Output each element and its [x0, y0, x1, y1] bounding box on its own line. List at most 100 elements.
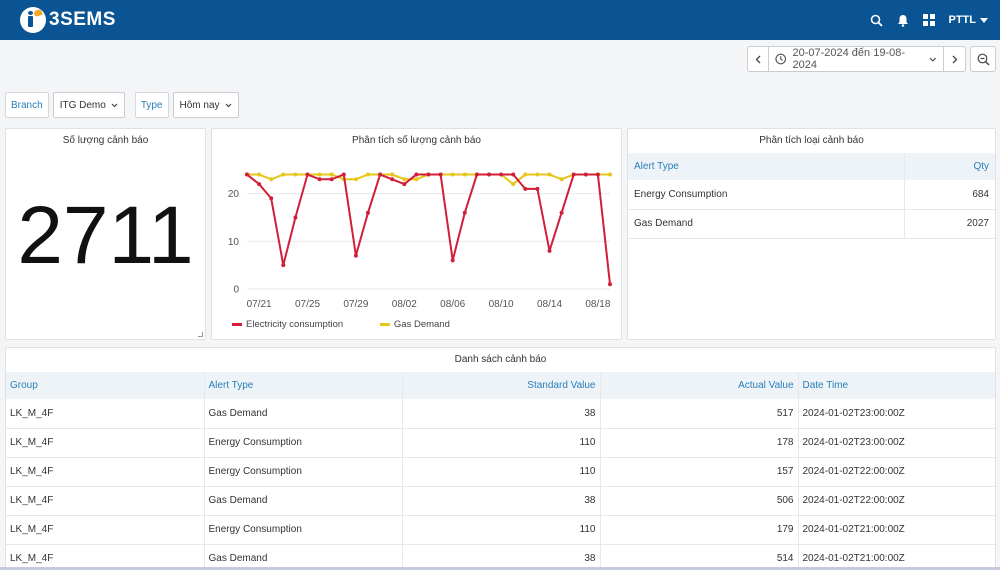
- legend-swatch: [232, 323, 242, 326]
- column-header-standard-value[interactable]: Standard Value: [401, 372, 600, 399]
- data-point: [608, 282, 612, 287]
- data-point: [353, 177, 358, 182]
- x-tick-label: 08/18: [585, 299, 610, 310]
- data-point: [366, 172, 370, 177]
- alert-type-cell: Gas Demand: [203, 486, 402, 516]
- table-row[interactable]: Energy Consumption 684: [628, 180, 995, 210]
- x-tick-label: 08/10: [489, 299, 514, 310]
- table-row[interactable]: Gas Demand 2027: [628, 209, 995, 239]
- qty-cell: 2027: [903, 209, 995, 239]
- user-name: PTTL: [948, 14, 977, 26]
- x-tick-label: 08/14: [537, 299, 562, 310]
- bell-icon[interactable]: [897, 14, 909, 27]
- legend-label: Electricity consumption: [246, 319, 343, 330]
- app-logo[interactable]: 3SEMS: [20, 6, 116, 34]
- data-point: [378, 172, 383, 177]
- data-point: [269, 177, 274, 182]
- group-cell: LK_M_4F: [6, 544, 204, 570]
- chevron-down-icon: [111, 103, 118, 107]
- group-cell: LK_M_4F: [6, 399, 204, 429]
- data-point: [559, 177, 564, 182]
- data-point: [462, 172, 467, 177]
- date-range-picker[interactable]: 20-07-2024 đến 19-08-2024: [769, 46, 944, 72]
- group-cell: LK_M_4F: [6, 515, 204, 545]
- column-header-alert-type[interactable]: Alert Type: [628, 153, 905, 180]
- data-point: [414, 172, 419, 177]
- column-header-actual-value[interactable]: Actual Value: [599, 372, 798, 399]
- previous-range-button[interactable]: [747, 46, 769, 72]
- next-range-button[interactable]: [944, 46, 966, 72]
- data-point: [547, 172, 552, 177]
- type-label: Type: [134, 92, 169, 118]
- type-value: Hôm nay: [179, 99, 220, 111]
- branch-value: ITG Demo: [59, 99, 106, 111]
- top-navigation-bar: 3SEMS PTTL: [0, 0, 1000, 40]
- data-point: [402, 177, 407, 182]
- data-point: [269, 196, 274, 201]
- type-select[interactable]: Hôm nay: [172, 92, 239, 118]
- alert-type-title: Phân tích loại cảnh báo: [759, 135, 864, 146]
- table-row[interactable]: LK_M_4F Energy Consumption 110 179 2024-…: [6, 515, 995, 545]
- table-row[interactable]: LK_M_4F Gas Demand 38 517 2024-01-02T23:…: [6, 399, 995, 429]
- data-point: [523, 186, 528, 191]
- alert-trend-panel: Phân tích số lượng cảnh báo 0 10 20 07/21 07…: [211, 128, 622, 340]
- alert-count-panel: Số lượng cảnh báo 2711: [5, 128, 206, 340]
- y-tick-label: 20: [228, 189, 240, 200]
- alert-count-title: Số lượng cảnh báo: [62, 135, 149, 146]
- actual-value-cell: 157: [599, 457, 798, 487]
- data-point: [462, 210, 467, 215]
- chevron-left-icon: [755, 55, 761, 63]
- data-point: [450, 258, 455, 263]
- x-tick-label: 07/21: [247, 299, 272, 310]
- standard-value-cell: 38: [401, 399, 600, 429]
- zoom-out-button[interactable]: [970, 46, 996, 72]
- date-time-cell: 2024-01-02T21:00:00Z: [797, 544, 995, 570]
- column-header-qty[interactable]: Qty: [903, 153, 995, 180]
- data-point: [487, 172, 491, 177]
- alert-list-panel: Danh sách cảnh báo Group Alert Type Stan…: [5, 347, 996, 570]
- actual-value-cell: 178: [599, 428, 798, 458]
- data-point: [317, 172, 322, 177]
- x-tick-label: 08/06: [440, 299, 465, 310]
- data-point: [329, 172, 334, 177]
- date-time-cell: 2024-01-02T21:00:00Z: [797, 515, 995, 545]
- column-header-alert-type[interactable]: Alert Type: [203, 372, 402, 399]
- grid-icon[interactable]: [922, 14, 935, 26]
- resize-handle[interactable]: [198, 332, 203, 337]
- data-point: [390, 177, 395, 182]
- user-menu[interactable]: PTTL: [948, 14, 988, 26]
- data-point: [535, 186, 540, 191]
- data-point: [511, 182, 516, 187]
- standard-value-cell: 110: [401, 457, 600, 487]
- column-header-group[interactable]: Group: [6, 372, 204, 399]
- data-point: [450, 172, 455, 177]
- table-row[interactable]: LK_M_4F Gas Demand 38 514 2024-01-02T21:…: [6, 544, 995, 570]
- caret-down-icon: [980, 17, 988, 23]
- y-tick-label: 0: [233, 285, 239, 296]
- clock-icon: [775, 53, 787, 65]
- data-point: [390, 172, 395, 177]
- filter-bar: Branch ITG Demo Type Hôm nay: [5, 92, 239, 118]
- table-row[interactable]: LK_M_4F Gas Demand 38 506 2024-01-02T22:…: [6, 486, 995, 516]
- alert-type-cell: Energy Consumption: [628, 180, 905, 210]
- column-header-date-time[interactable]: Date Time: [797, 372, 995, 399]
- table-row[interactable]: LK_M_4F Energy Consumption 110 178 2024-…: [6, 428, 995, 458]
- series-line-electricity: [246, 173, 611, 285]
- search-icon[interactable]: [870, 14, 883, 27]
- branch-select[interactable]: ITG Demo: [52, 92, 125, 118]
- data-point: [571, 172, 576, 177]
- date-range-text: 20-07-2024 đến 19-08-2024: [792, 47, 905, 71]
- alert-type-cell: Gas Demand: [628, 209, 905, 239]
- standard-value-cell: 110: [401, 515, 600, 545]
- data-point: [414, 177, 419, 182]
- date-time-cell: 2024-01-02T22:00:00Z: [797, 457, 995, 487]
- logo-text: 3SEMS: [49, 9, 116, 30]
- table-row[interactable]: LK_M_4F Energy Consumption 110 157 2024-…: [6, 457, 995, 487]
- date-time-cell: 2024-01-02T23:00:00Z: [797, 428, 995, 458]
- actual-value-cell: 517: [599, 399, 798, 429]
- alert-type-cell: Gas Demand: [203, 399, 402, 429]
- actual-value-cell: 514: [599, 544, 798, 570]
- legend-swatch: [379, 323, 390, 326]
- alert-trend-title: Phân tích số lượng cảnh báo: [352, 135, 481, 146]
- group-cell: LK_M_4F: [6, 457, 204, 487]
